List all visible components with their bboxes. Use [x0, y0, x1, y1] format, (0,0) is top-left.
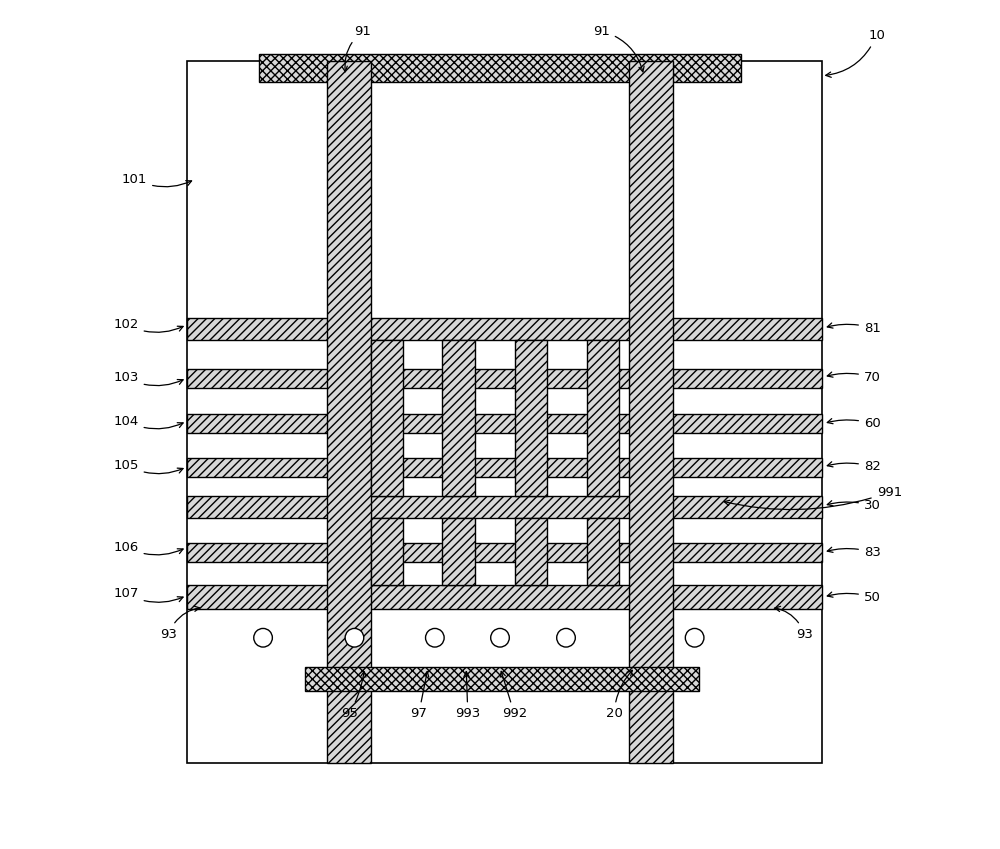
Text: 992: 992 — [500, 672, 527, 721]
Bar — [187, 60, 822, 763]
Bar — [187, 585, 822, 609]
Text: 95: 95 — [341, 672, 366, 721]
Text: 82: 82 — [827, 460, 881, 473]
Text: 104: 104 — [113, 414, 183, 429]
Text: 10: 10 — [826, 29, 885, 77]
Text: 50: 50 — [827, 591, 881, 604]
Text: 70: 70 — [827, 371, 881, 384]
Circle shape — [254, 628, 272, 647]
Text: 97: 97 — [410, 672, 429, 721]
Text: 101: 101 — [122, 172, 192, 187]
Circle shape — [557, 628, 575, 647]
Bar — [629, 60, 673, 763]
Text: 30: 30 — [827, 499, 881, 512]
Text: 103: 103 — [113, 372, 183, 385]
Bar — [371, 340, 403, 496]
Text: 993: 993 — [455, 672, 480, 721]
Text: 91: 91 — [342, 25, 371, 71]
Text: 106: 106 — [113, 541, 183, 555]
Bar — [187, 543, 822, 561]
Circle shape — [345, 628, 364, 647]
Text: 105: 105 — [113, 458, 183, 474]
Text: 93: 93 — [160, 606, 200, 641]
Text: 81: 81 — [827, 322, 881, 335]
Circle shape — [685, 628, 704, 647]
Bar — [187, 458, 822, 477]
Bar — [187, 496, 822, 518]
Circle shape — [491, 628, 509, 647]
Text: 107: 107 — [113, 588, 183, 602]
Bar — [187, 414, 822, 433]
Text: 20: 20 — [606, 671, 632, 721]
Bar — [515, 340, 547, 496]
Bar — [442, 340, 475, 496]
Text: 991: 991 — [724, 486, 902, 509]
Bar — [371, 518, 403, 585]
Text: 93: 93 — [775, 606, 813, 641]
Text: 91: 91 — [593, 25, 644, 72]
Bar — [587, 340, 619, 496]
Bar — [305, 667, 699, 691]
Bar — [442, 518, 475, 585]
Circle shape — [426, 628, 444, 647]
Bar — [259, 53, 741, 82]
Text: 102: 102 — [113, 318, 183, 332]
Bar — [587, 518, 619, 585]
Bar — [327, 60, 371, 763]
Text: 60: 60 — [827, 417, 881, 430]
Text: 83: 83 — [827, 546, 881, 559]
Bar — [187, 318, 822, 340]
Bar — [187, 369, 822, 388]
Bar — [515, 518, 547, 585]
